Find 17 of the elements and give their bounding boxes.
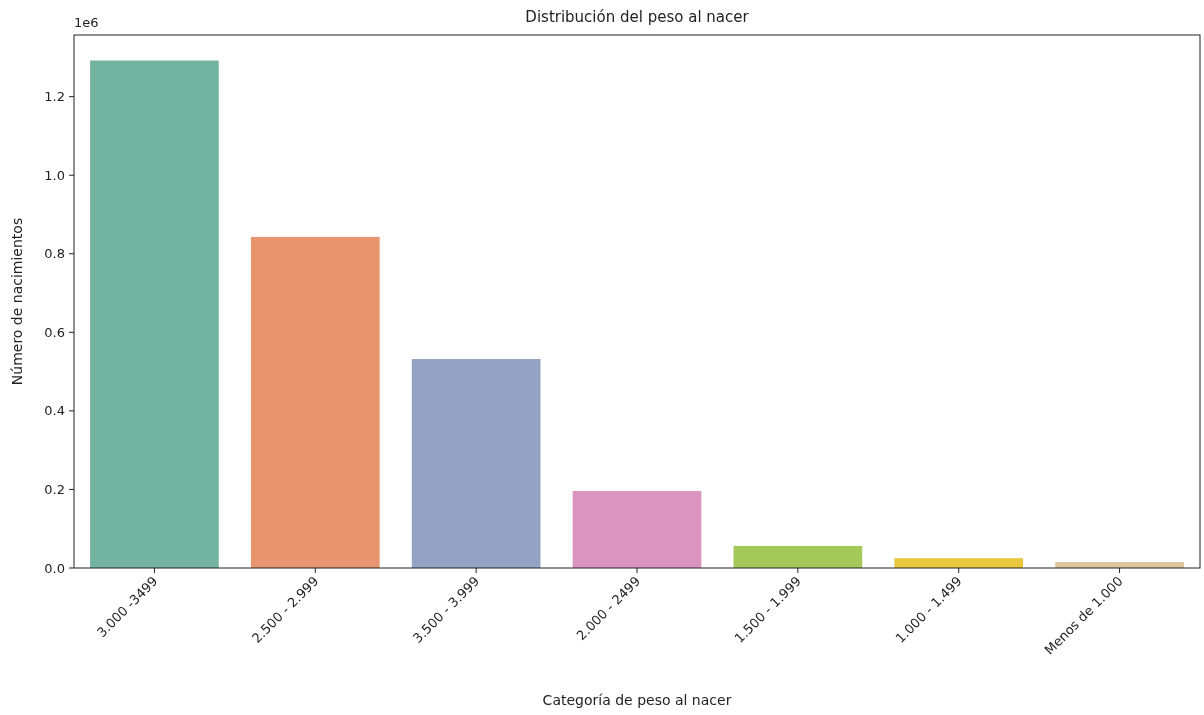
y-tick-label: 0.6 <box>44 324 65 340</box>
bar <box>572 491 702 568</box>
bar <box>250 236 380 568</box>
y-tick-label: 0.4 <box>44 403 65 419</box>
bar <box>411 359 541 568</box>
y-tick-label: 0.2 <box>44 481 65 497</box>
y-tick-label: 0.8 <box>44 246 65 262</box>
bar <box>894 558 1024 568</box>
bar <box>733 546 863 568</box>
x-axis-title: Categoría de peso al nacer <box>542 692 732 708</box>
text: 1e6 <box>74 15 99 30</box>
y-tick-label: 1.2 <box>44 89 65 105</box>
y-tick-label: 1.0 <box>44 167 65 183</box>
y-axis-title: Número de nacimientos <box>9 217 25 386</box>
chart-title: Distribución del peso al nacer <box>525 8 750 26</box>
bar <box>90 60 219 568</box>
y-tick-label: 0.0 <box>44 560 65 576</box>
